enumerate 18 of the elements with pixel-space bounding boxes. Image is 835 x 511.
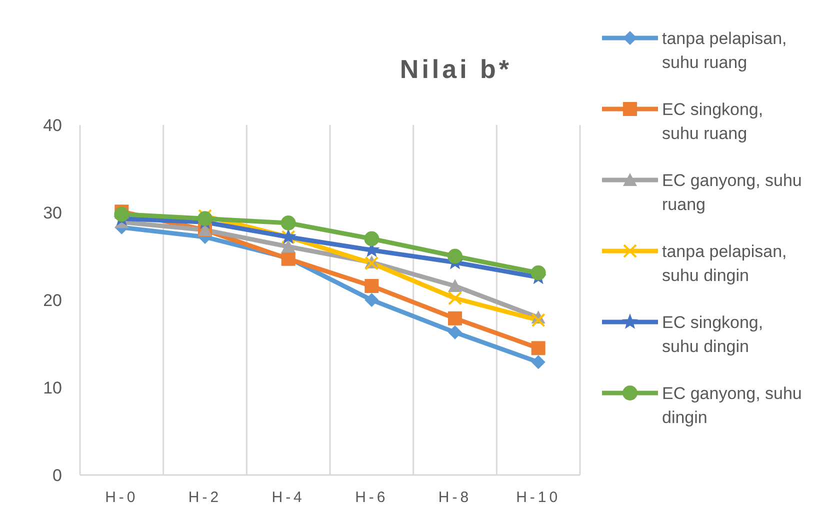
y-tick-label: 20	[43, 290, 62, 310]
x-tick-label: H-8	[438, 489, 472, 506]
x-tick-label: H-0	[105, 489, 138, 506]
legend-label: tanpa pelapisan, suhu ruang	[662, 28, 787, 72]
y-tick-label: 0	[52, 466, 62, 485]
legend-label: EC ganyong, suhu dingin	[662, 384, 802, 427]
legend-label: tanpa pelapisan, suhu dingin	[662, 242, 787, 285]
y-tick-label: 30	[43, 203, 62, 222]
y-tick-label: 40	[43, 116, 62, 135]
y-tick-label: 10	[43, 378, 62, 398]
legend-label: EC singkong, suhu dingin	[662, 312, 764, 356]
x-tick-label: H-6	[355, 489, 388, 506]
x-tick-label: H-4	[272, 489, 305, 506]
chart-title: Nilai b*	[400, 54, 512, 84]
x-tick-label: H-10	[516, 489, 561, 506]
legend-label: EC singkong, suhu ruang	[662, 100, 764, 143]
legend-label: EC ganyong, suhu ruang	[662, 170, 802, 214]
x-tick-label: H-2	[188, 489, 222, 506]
